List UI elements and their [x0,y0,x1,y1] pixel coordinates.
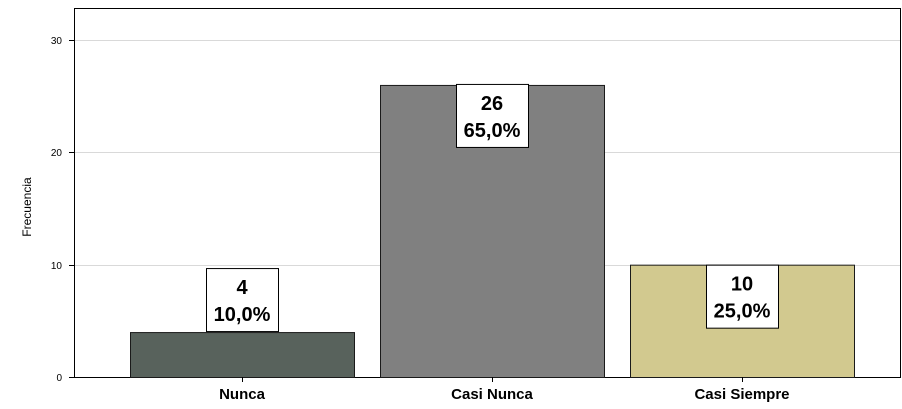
y-tick-labels: 0 10 20 30 [51,36,74,384]
data-label-count: 26 [481,93,503,115]
data-label-percent: 65,0% [464,120,521,142]
y-axis-label: Frecuencia [20,177,34,237]
data-label-count: 4 [236,277,248,299]
data-label-percent: 25,0% [714,301,771,323]
data-labels: 4 10,0% 26 65,0% 10 25,0% [206,83,779,333]
y-tick-label: 20 [51,148,63,159]
y-tick-label: 10 [51,261,63,272]
data-label-percent: 10,0% [214,304,271,326]
data-label-count: 10 [731,274,753,296]
data-label-box [456,83,529,148]
x-tick-label: Nunca [219,386,266,403]
x-tick-label: Casi Nunca [451,386,533,403]
category-labels: Nunca Casi Nunca Casi Siempre [219,377,790,403]
bar-nunca [130,332,355,379]
y-tick-label: 0 [56,373,62,384]
data-label-box [206,268,279,333]
y-tick-label: 30 [51,36,63,47]
data-label-box [706,264,779,329]
x-tick-label: Casi Siempre [694,386,789,403]
